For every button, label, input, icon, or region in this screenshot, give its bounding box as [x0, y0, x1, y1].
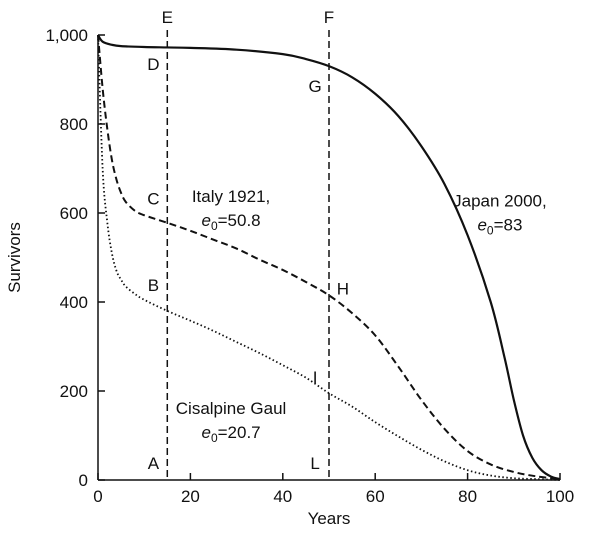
point-label-l: L: [310, 454, 319, 473]
point-label-i: I: [313, 368, 318, 387]
series-line-japan-2000: [97, 34, 561, 481]
point-label-a: A: [148, 454, 160, 473]
y-tick-label: 800: [60, 115, 88, 134]
y-tick-label: 0: [79, 471, 88, 490]
x-axis-label: Years: [308, 509, 351, 528]
x-tick-label: 20: [181, 487, 200, 506]
vline-label-f: F: [324, 8, 334, 27]
series-label-cisalpine-gaul: Cisalpine Gaul: [176, 399, 287, 418]
x-tick-label: 0: [93, 487, 102, 506]
point-label-b: B: [148, 276, 159, 295]
plot-area: 0 20 40 60 80 100 0 200 400 600 800 1,000 Years Survi…: [5, 8, 574, 528]
point-label-d: D: [147, 55, 159, 74]
series-e0-italy-1921: e0=50.8: [201, 211, 260, 233]
x-tick-label: 80: [458, 487, 477, 506]
series-e0-japan-2000: e0=83: [477, 215, 522, 237]
x-tick-label: 60: [366, 487, 385, 506]
point-label-g: G: [309, 77, 322, 96]
x-tick-label: 40: [273, 487, 292, 506]
y-tick-label: 1,000: [45, 26, 88, 45]
y-tick-label: 600: [60, 204, 88, 223]
vline-label-e: E: [162, 8, 173, 27]
series-label-japan-2000: Japan 2000,: [453, 191, 547, 210]
y-tick-label: 200: [60, 382, 88, 401]
point-label-h: H: [337, 280, 349, 299]
x-tick-label: 100: [546, 487, 574, 506]
y-tick-label: 400: [60, 293, 88, 312]
series-label-italy-1921: Italy 1921,: [192, 187, 270, 206]
y-axis-label: Survivors: [5, 222, 24, 293]
series-line-italy-1921: [97, 34, 561, 481]
series-e0-cisalpine-gaul: e0=20.7: [201, 423, 260, 445]
point-label-c: C: [147, 189, 159, 208]
series-line-cisalpine-gaul: [97, 34, 561, 481]
